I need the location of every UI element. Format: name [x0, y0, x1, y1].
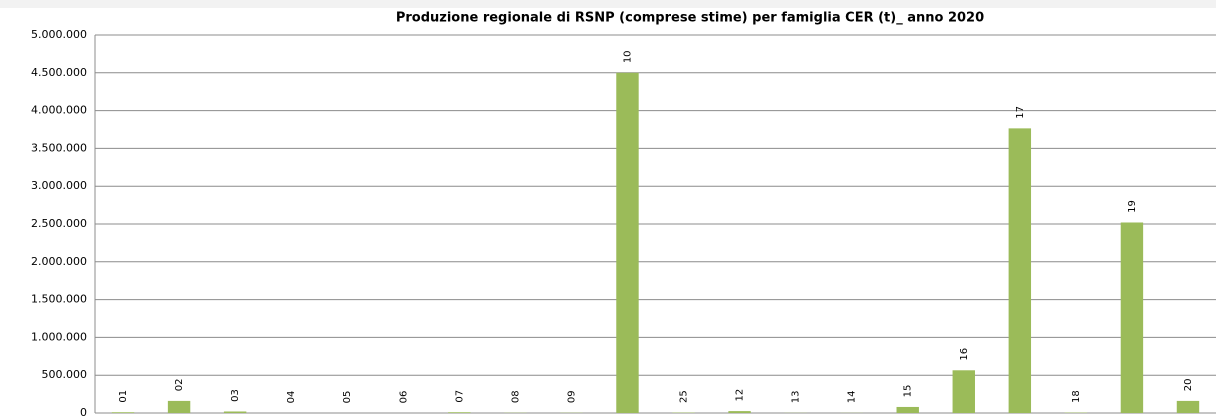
data-label: 20: [1183, 379, 1194, 392]
data-label: 12: [735, 389, 746, 402]
data-label: 15: [903, 385, 914, 398]
bar: [111, 412, 135, 413]
bar: [1120, 222, 1144, 413]
y-tick-label: 3.500.000: [31, 141, 87, 154]
data-label: 05: [342, 391, 353, 404]
y-tick-label: 0: [80, 406, 87, 417]
bar: [896, 406, 919, 413]
y-tick-label: 4.500.000: [31, 66, 87, 79]
bar: [1176, 400, 1200, 413]
bar: [952, 370, 975, 413]
data-label: 01: [118, 390, 129, 403]
bar: [1008, 128, 1032, 413]
y-tick-label: 5.000.000: [31, 28, 87, 41]
data-label: 17: [1015, 106, 1026, 119]
y-tick-label: 2.000.000: [31, 255, 87, 268]
bar: [616, 72, 639, 414]
y-tick-label: 2.500.000: [31, 217, 87, 230]
data-label: 07: [454, 390, 465, 403]
y-tick-label: 3.000.000: [31, 179, 87, 192]
data-label: 19: [1127, 200, 1138, 213]
data-label: 10: [622, 50, 633, 63]
data-label: 13: [791, 390, 802, 403]
data-label: 04: [286, 391, 297, 404]
data-label: 14: [847, 390, 858, 403]
bar: [728, 411, 751, 413]
data-label: 18: [1071, 390, 1082, 403]
data-label: 08: [510, 390, 521, 403]
y-tick-label: 1.000.000: [31, 330, 87, 343]
data-label: 02: [174, 379, 185, 392]
chart-title: Produzione regionale di RSNP (comprese s…: [396, 11, 984, 26]
data-label: 03: [230, 389, 241, 402]
data-label: 09: [566, 390, 577, 403]
data-label: 16: [959, 348, 970, 361]
y-tick-label: 500.000: [42, 368, 88, 381]
y-tick-label: 1.500.000: [31, 293, 87, 306]
y-tick-label: 4.000.000: [31, 104, 87, 117]
data-label: 06: [398, 391, 409, 404]
bar: [167, 400, 191, 413]
bar: [223, 411, 247, 413]
chart-background: [0, 8, 1216, 417]
bar: [448, 412, 471, 413]
data-label: 25: [679, 390, 690, 403]
